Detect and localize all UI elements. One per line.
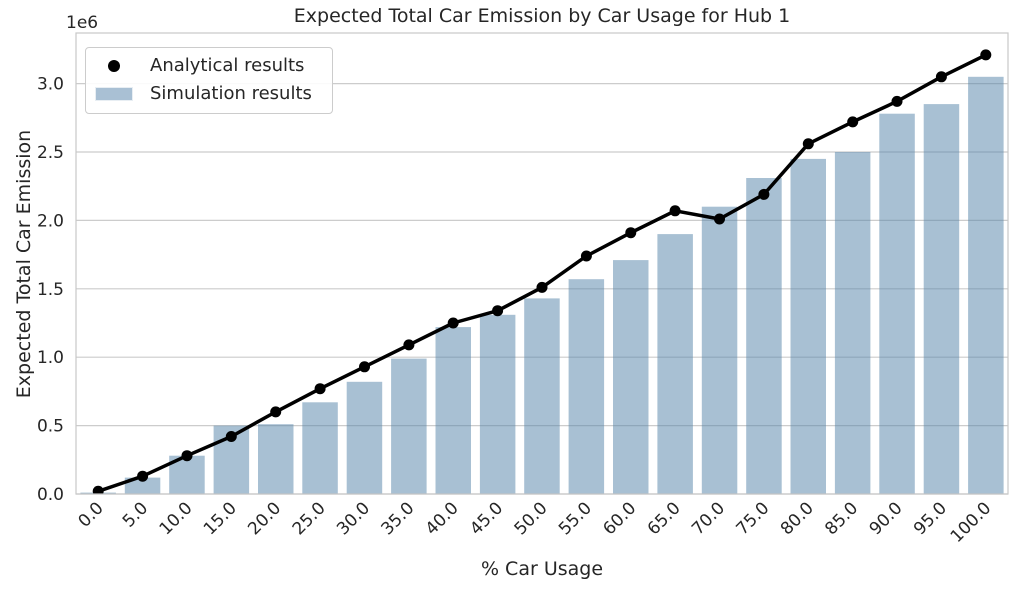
legend-label-analytical: Analytical results bbox=[150, 55, 305, 76]
chart-title: Expected Total Car Emission by Car Usage… bbox=[293, 5, 791, 27]
svg-text:25.0: 25.0 bbox=[289, 498, 330, 539]
svg-text:70.0: 70.0 bbox=[688, 498, 729, 539]
legend-marker-cell bbox=[95, 59, 133, 72]
circle-marker-icon bbox=[108, 59, 120, 72]
legend: Analytical results Simulation results bbox=[85, 47, 333, 114]
legend-label-simulation: Simulation results bbox=[150, 83, 312, 104]
svg-text:100.0: 100.0 bbox=[947, 498, 996, 547]
svg-text:50.0: 50.0 bbox=[511, 498, 552, 539]
svg-text:10.0: 10.0 bbox=[156, 498, 197, 539]
svg-text:45.0: 45.0 bbox=[466, 498, 507, 539]
svg-text:65.0: 65.0 bbox=[644, 498, 685, 539]
svg-text:0.0: 0.0 bbox=[74, 498, 107, 531]
y-axis-offset-label: 1e6 bbox=[66, 13, 99, 33]
svg-text:15.0: 15.0 bbox=[200, 498, 241, 539]
legend-item-simulation: Simulation results bbox=[95, 81, 312, 106]
svg-text:80.0: 80.0 bbox=[777, 498, 818, 539]
svg-text:3.0: 3.0 bbox=[37, 75, 64, 95]
legend-marker-cell bbox=[95, 86, 133, 101]
svg-text:0.5: 0.5 bbox=[37, 417, 64, 437]
svg-text:75.0: 75.0 bbox=[733, 498, 774, 539]
legend-item-analytical: Analytical results bbox=[95, 53, 312, 78]
svg-text:1.5: 1.5 bbox=[37, 280, 64, 300]
x-axis-label: % Car Usage bbox=[480, 558, 604, 580]
svg-text:40.0: 40.0 bbox=[422, 498, 463, 539]
svg-text:2.0: 2.0 bbox=[37, 211, 64, 231]
svg-text:55.0: 55.0 bbox=[555, 498, 596, 539]
svg-text:35.0: 35.0 bbox=[378, 498, 419, 539]
svg-text:5.0: 5.0 bbox=[119, 498, 152, 531]
svg-text:20.0: 20.0 bbox=[244, 498, 285, 539]
svg-text:2.5: 2.5 bbox=[37, 143, 64, 163]
svg-text:60.0: 60.0 bbox=[599, 498, 640, 539]
bar-swatch-icon bbox=[95, 86, 133, 101]
svg-text:1.0: 1.0 bbox=[37, 348, 64, 368]
svg-text:30.0: 30.0 bbox=[333, 498, 374, 539]
svg-text:90.0: 90.0 bbox=[866, 498, 907, 539]
svg-text:0.0: 0.0 bbox=[37, 485, 64, 505]
svg-text:85.0: 85.0 bbox=[821, 498, 862, 539]
svg-text:95.0: 95.0 bbox=[910, 498, 951, 539]
